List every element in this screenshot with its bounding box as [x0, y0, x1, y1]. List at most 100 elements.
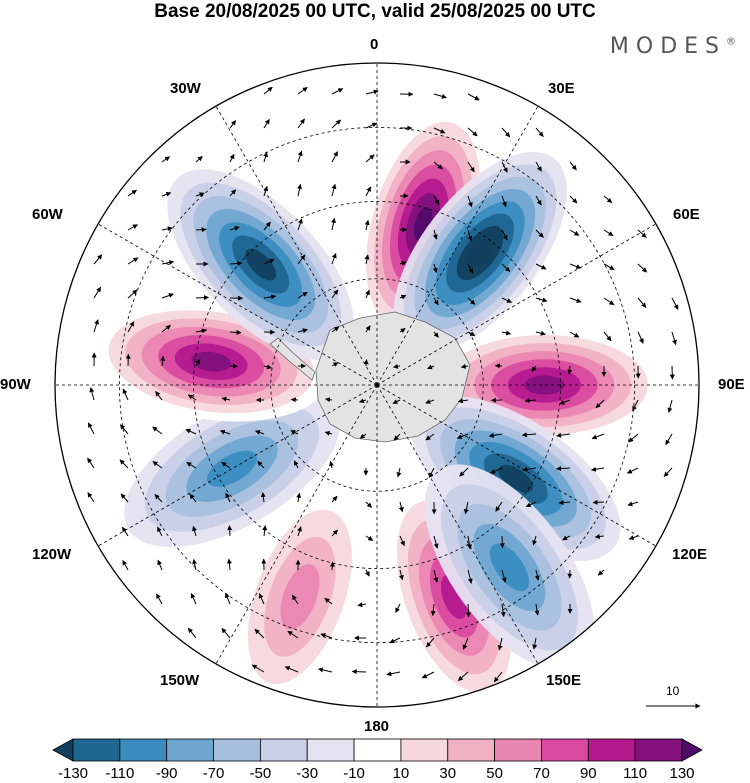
wind-arrow — [363, 359, 369, 367]
wind-arrow — [284, 666, 299, 673]
wind-arrow — [457, 398, 469, 404]
wind-arrow — [534, 569, 540, 581]
wind-arrow — [595, 399, 605, 409]
wind-arrow — [495, 501, 503, 512]
wind-arrow — [525, 501, 537, 508]
wind-arrow — [262, 525, 268, 537]
wind-arrow — [627, 501, 639, 507]
wind-arrow — [460, 363, 469, 369]
wind-arrow — [331, 252, 337, 265]
wind-arrow — [626, 467, 639, 474]
wind-arrow — [287, 630, 299, 639]
wind-arrow — [331, 183, 337, 197]
wind-arrow — [433, 569, 439, 583]
wind-arrow — [603, 195, 613, 204]
wind-arrow — [119, 459, 129, 469]
wind-arrow — [386, 671, 401, 677]
wind-arrow — [320, 633, 333, 639]
south-pole-marker — [374, 382, 380, 388]
wind-arrow — [421, 671, 435, 679]
wind-arrow — [296, 492, 302, 503]
wind-arrow — [665, 433, 673, 446]
wind-arrow — [457, 671, 469, 681]
wind-arrow — [156, 526, 163, 537]
wind-arrow — [221, 396, 231, 402]
wind-arrow — [263, 118, 270, 129]
wind-arrow — [365, 154, 375, 163]
colorbar-cell — [353, 738, 402, 762]
wind-arrow — [331, 289, 339, 299]
wind-arrow — [365, 289, 370, 299]
lon-label-120w: 120W — [32, 546, 72, 563]
wind-arrow — [155, 391, 163, 401]
wind-arrow — [224, 592, 231, 605]
wind-arrow — [187, 394, 197, 401]
wind-arrow — [467, 569, 473, 584]
latitude-circle — [270, 278, 484, 492]
wind-arrow — [263, 151, 268, 163]
colorbar-cell — [634, 738, 683, 762]
wind-arrow — [569, 161, 577, 171]
wind-arrow — [535, 195, 542, 206]
contour-band — [245, 248, 277, 281]
wind-arrow — [358, 398, 367, 404]
lon-label-180: 180 — [364, 718, 390, 735]
wind-arrow — [297, 118, 305, 129]
wind-arrow — [532, 637, 538, 650]
wind-arrow — [263, 258, 275, 265]
wind-arrow — [628, 433, 639, 443]
lon-label-150w: 150W — [160, 672, 200, 689]
wind-arrow — [192, 559, 198, 571]
wind-arrow — [467, 195, 473, 208]
wind-arrow — [229, 120, 237, 129]
wind-arrow — [364, 569, 370, 577]
wind-arrow — [260, 492, 266, 503]
contour-band — [498, 464, 534, 493]
wind-arrow — [667, 399, 673, 413]
wind-arrow — [152, 461, 163, 469]
wind-arrow — [254, 430, 265, 435]
wind-arrow — [263, 185, 269, 197]
wind-arrow — [521, 432, 537, 438]
wind-arrow — [324, 597, 333, 605]
reference-vector-label: 10 — [666, 684, 680, 698]
wind-arrow — [467, 229, 473, 242]
wind-arrow — [263, 294, 277, 300]
colorbar-cell — [119, 738, 168, 762]
colorbar-cell — [166, 738, 214, 762]
colorbar-tick-label: 10 — [392, 765, 410, 782]
wind-arrow — [154, 494, 163, 503]
wind-arrow — [317, 667, 333, 673]
wind-arrow — [501, 263, 511, 272]
wind-arrow — [186, 461, 197, 469]
wind-arrow — [459, 467, 469, 477]
wind-arrow — [467, 331, 476, 337]
wind-arrow — [297, 150, 303, 163]
wind-arrow — [597, 569, 605, 576]
wind-arrow — [331, 362, 339, 367]
wind-arrow — [127, 289, 138, 299]
colorbar-tick-label: -130 — [57, 765, 89, 782]
wind-arrow — [325, 397, 333, 403]
latitude-circle — [118, 126, 636, 644]
wind-arrow — [365, 89, 379, 95]
colorbar-cell — [494, 738, 542, 762]
wind-arrow — [433, 93, 447, 99]
wind-arrow — [592, 499, 605, 505]
wind-arrow — [195, 192, 205, 197]
wind-arrow — [293, 460, 299, 469]
wind-arrow — [532, 535, 538, 546]
colorbar-tick-label: -50 — [249, 765, 272, 782]
colorbar-cell — [213, 738, 261, 762]
colorbar-tick-label: -110 — [105, 765, 135, 782]
wind-arrow — [263, 364, 272, 370]
wind-arrow — [671, 297, 679, 310]
wind-arrow — [297, 328, 308, 334]
graticule — [55, 63, 699, 707]
colorbar-tick-label: -90 — [155, 765, 178, 782]
wind-arrow — [501, 161, 508, 173]
colorbar — [52, 738, 703, 762]
wind-arrow — [297, 526, 302, 537]
wind-arrow — [329, 561, 335, 571]
wind-arrow — [161, 156, 171, 163]
